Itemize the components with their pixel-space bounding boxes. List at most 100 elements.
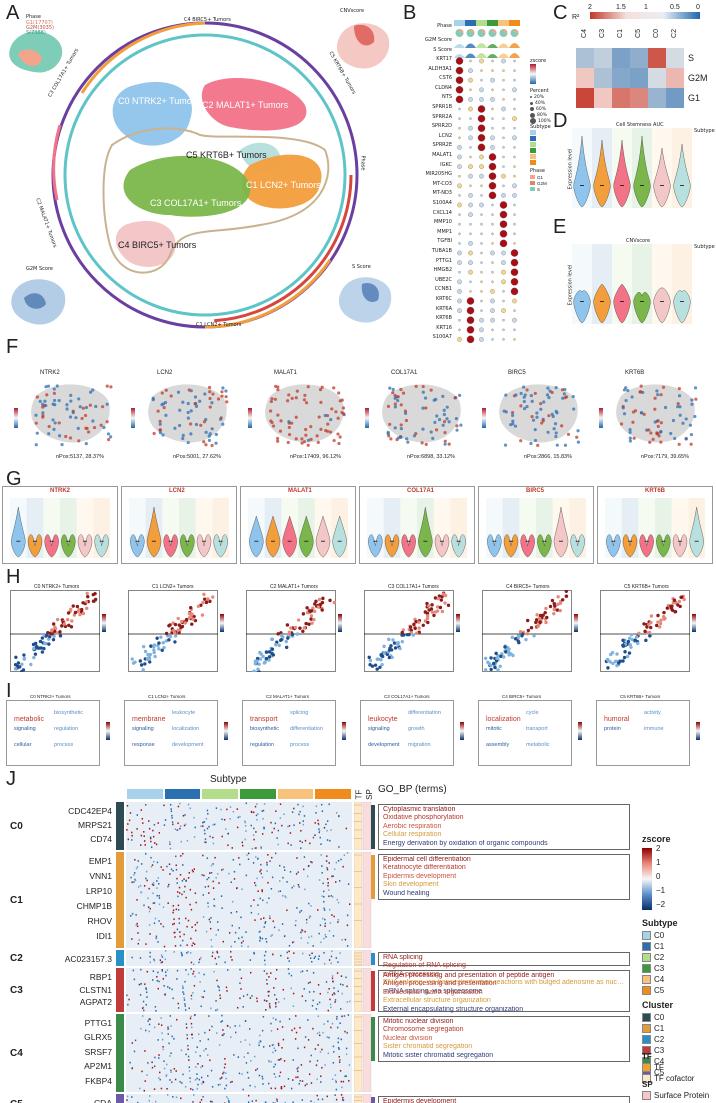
j-heatmap-cell [236, 808, 239, 810]
volcano-point [665, 606, 670, 610]
volcano-point [391, 638, 395, 642]
volcano-svg [482, 590, 572, 672]
dotplot-dot [466, 297, 475, 305]
dotplot-phase-slice [459, 29, 464, 33]
umap-cell [294, 415, 298, 419]
j-heatmap-cell [183, 999, 186, 1001]
j-heatmap-cell [189, 1017, 192, 1020]
j-heatmap-cell [208, 1015, 210, 1017]
umap-cell [445, 405, 449, 409]
j-heatmap-cell [167, 1033, 169, 1035]
j-heatmap-cell [317, 1015, 320, 1018]
umap-cell [541, 419, 545, 423]
volcano-point [637, 631, 641, 636]
j-heatmap-cell [207, 1075, 209, 1077]
dotplot-dot [469, 59, 472, 63]
violin [633, 292, 651, 324]
j-heatmap-cell [271, 856, 273, 859]
j-heatmap-cell [331, 875, 333, 878]
dotplot-dot [488, 172, 497, 180]
j-heatmap-cell [170, 1071, 172, 1073]
j-heatmap-cell [297, 871, 299, 874]
subtype-swatch [530, 148, 536, 153]
j-heatmap-cell [192, 1101, 194, 1103]
phase-heatmap-col-label: C2 [670, 29, 678, 38]
j-heatmap-cell [206, 827, 209, 830]
j-heatmap-cell [150, 837, 152, 840]
j-heatmap-cell [328, 889, 330, 891]
umap-cell [186, 416, 190, 420]
volcano-point [191, 617, 195, 621]
dotplot-dot [468, 135, 473, 141]
volcano-point [204, 600, 209, 605]
dotplot-dot [480, 78, 483, 82]
j-heatmap-cell [256, 1000, 258, 1003]
j-heatmap-cell [158, 894, 160, 897]
umap-cell [442, 419, 447, 424]
umap-cell [88, 403, 92, 407]
umap-cell [302, 440, 307, 444]
dotplot-dot [469, 280, 472, 284]
j-go-box: Epidermal cell differentiation Keratinocy… [371, 854, 630, 900]
volcano-point [518, 630, 523, 634]
umap-cell [220, 390, 224, 394]
j-heatmap-cell [284, 869, 286, 871]
umap-cell [536, 443, 540, 447]
j-cluster-legend-label: C4 [654, 1057, 665, 1066]
dotplot-dot [513, 242, 516, 245]
dotplot-dot [455, 95, 464, 104]
j-heatmap-cell [300, 1064, 303, 1066]
cnv-violin-svg [572, 244, 692, 324]
j-heatmap-cell [178, 922, 181, 924]
umap-cell [421, 384, 425, 389]
j-heatmap-cell [348, 1080, 350, 1082]
j-heatmap-cell [149, 961, 152, 964]
volcano-point [532, 634, 536, 638]
j-heatmap-cell [147, 1020, 149, 1022]
j-heatmap-cell [261, 810, 263, 812]
j-heatmap-cell [190, 1022, 193, 1025]
j-heatmap-cell [341, 1015, 343, 1018]
j-heatmap-cell [335, 1079, 337, 1082]
gene-violin-svg [367, 498, 467, 558]
j-heatmap-cell [160, 961, 162, 964]
volcano-point [439, 598, 444, 602]
j-heatmap-cell [146, 879, 148, 882]
volcano-point [307, 622, 311, 626]
umap-cell [186, 401, 190, 406]
j-heatmap-cell [262, 1046, 265, 1048]
j-heatmap-cell [154, 1006, 157, 1008]
j-heatmap [126, 1094, 352, 1103]
dotplot-dot [479, 202, 484, 208]
volcano-point [40, 636, 45, 640]
j-heatmap-cell [257, 904, 259, 907]
j-heatmap-cell [222, 1072, 224, 1075]
umap-cell [391, 387, 395, 392]
j-heatmap-cell [345, 1053, 348, 1056]
umap-cell [437, 417, 442, 422]
phase-heatmap-cell [576, 48, 594, 68]
j-heatmap-cell [157, 987, 159, 990]
j-heatmap-cell [346, 1032, 348, 1034]
violin [613, 283, 631, 324]
volcano-point [160, 648, 164, 652]
j-heatmap-cell [249, 959, 252, 961]
dotplot-dot [479, 58, 484, 64]
dotplot-dot [480, 222, 483, 226]
j-heatmap-cell [185, 896, 187, 899]
umap-cell [164, 388, 168, 392]
violin [451, 534, 466, 558]
umap-cell [105, 384, 109, 388]
j-heatmap-cell [282, 1038, 285, 1041]
volcano-point [541, 613, 545, 617]
volcano-point [387, 655, 392, 660]
j-group-label: C4 [10, 1048, 23, 1059]
j-heatmap-cell [155, 843, 158, 846]
j-heatmap-cell [178, 892, 181, 894]
volcano-point [417, 620, 421, 624]
j-heatmap-cell [189, 888, 192, 891]
dotplot-dot [491, 117, 494, 120]
wordcloud-word: metabolic [14, 716, 44, 723]
j-heatmap-cell [328, 930, 331, 932]
j-heatmap-cell [239, 982, 241, 985]
